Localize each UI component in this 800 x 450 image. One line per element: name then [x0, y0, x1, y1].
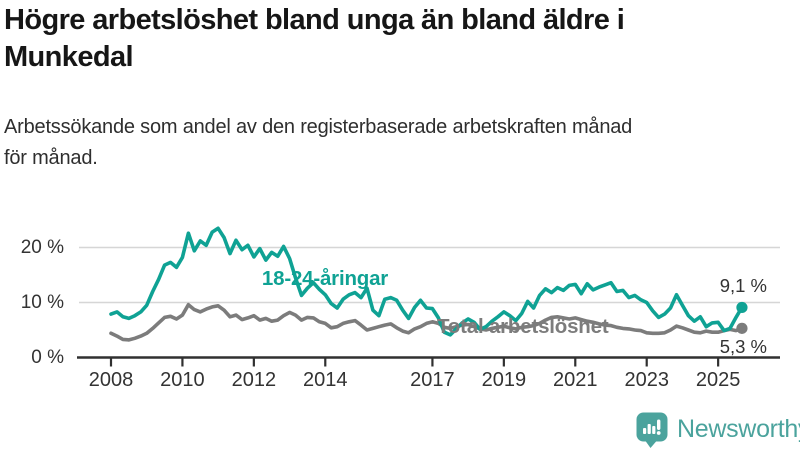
- x-tick-label: 2021: [553, 369, 598, 391]
- x-tick-label: 2025: [696, 369, 741, 391]
- series-end-label-0: 9,1 %: [720, 275, 767, 296]
- newsworthy-logo: Newsworthy: [636, 411, 800, 448]
- x-tick-label: 2023: [624, 369, 669, 391]
- series-label-1: Total arbetslöshet: [437, 315, 609, 338]
- series-end-label-1: 5,3 %: [720, 336, 767, 357]
- page-title-line-2: Munkedal: [4, 41, 134, 73]
- page-title: Högre arbetslöshet bland unga än bland ä…: [4, 2, 792, 76]
- series-end-dot-1: [736, 322, 748, 334]
- x-tick-label: 2017: [410, 369, 455, 391]
- newsworthy-logo-text: Newsworthy: [677, 415, 800, 443]
- x-tick-label: 2012: [232, 369, 277, 391]
- series-line-0: [109, 226, 744, 337]
- page-subtitle: Arbetssökande som andel av den registerb…: [4, 112, 792, 174]
- x-tick-label: 2008: [89, 369, 134, 391]
- series-label-0: 18-24-åringar: [262, 267, 388, 290]
- x-tick-label: 2014: [303, 369, 348, 391]
- x-tick-label: 2019: [482, 369, 527, 391]
- page-title-line-1: Högre arbetslöshet bland unga än bland ä…: [4, 4, 625, 36]
- series-end-dot-0: [736, 301, 748, 314]
- y-tick-label: 0 %: [31, 347, 64, 368]
- x-tick-label: 2010: [160, 369, 205, 391]
- bar-chart-speech-bubble-icon: [636, 412, 668, 448]
- page-subtitle-line-1: Arbetssökande som andel av den registerb…: [4, 116, 633, 138]
- series-line-1: [109, 302, 744, 342]
- y-tick-label: 10 %: [21, 292, 64, 313]
- y-tick-label: 20 %: [21, 237, 64, 258]
- page-subtitle-line-2: för månad.: [4, 147, 98, 169]
